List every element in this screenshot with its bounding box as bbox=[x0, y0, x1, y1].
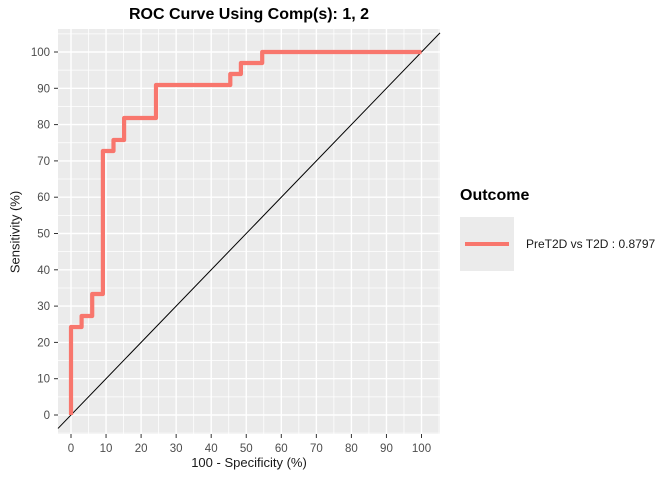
x-tick-label: 80 bbox=[345, 443, 358, 455]
x-tick-label: 20 bbox=[135, 443, 148, 455]
roc-line-icon bbox=[465, 242, 509, 246]
y-tick-label: 20 bbox=[37, 337, 50, 349]
x-tick-label: 90 bbox=[380, 443, 393, 455]
chart-title: ROC Curve Using Comp(s): 1, 2 bbox=[128, 6, 370, 23]
roc-curve-line bbox=[68, 49, 422, 415]
y-tick-label: 60 bbox=[37, 192, 50, 204]
legend-title: Outcome bbox=[460, 187, 530, 204]
diagonal-reference-line bbox=[57, 32, 441, 429]
y-axis-label: Sensitivity (%) bbox=[7, 190, 23, 274]
y-tick-label: 40 bbox=[37, 265, 50, 277]
legend: Outcome PreT2D vs T2D : 0.8797 bbox=[460, 186, 655, 271]
y-tick-label: 50 bbox=[37, 229, 50, 241]
plot-panel-background bbox=[58, 29, 440, 434]
y-tick-label: 100 bbox=[31, 47, 50, 59]
y-tick-label: 90 bbox=[37, 83, 50, 95]
x-tick-label: 30 bbox=[170, 443, 183, 455]
y-tick-label: 30 bbox=[37, 301, 50, 313]
x-tick-label: 10 bbox=[100, 443, 113, 455]
legend-item: PreT2D vs T2D : 0.8797 bbox=[460, 217, 655, 271]
y-tick-label: 0 bbox=[44, 410, 50, 422]
x-tick-label: 100 bbox=[412, 443, 431, 455]
x-tick-label: 60 bbox=[275, 443, 288, 455]
x-tick-label: 40 bbox=[205, 443, 218, 455]
x-tick-label: 0 bbox=[68, 443, 74, 455]
legend-key-swatch bbox=[460, 217, 514, 271]
y-tick-label: 10 bbox=[37, 374, 50, 386]
y-tick-label: 70 bbox=[37, 156, 50, 168]
x-tick-label: 70 bbox=[310, 443, 323, 455]
x-tick-label: 50 bbox=[240, 443, 253, 455]
y-tick-label: 80 bbox=[37, 120, 50, 132]
x-axis-label: 100 - Specificity (%) bbox=[191, 455, 307, 470]
legend-item-label: PreT2D vs T2D : 0.8797 bbox=[526, 237, 656, 251]
